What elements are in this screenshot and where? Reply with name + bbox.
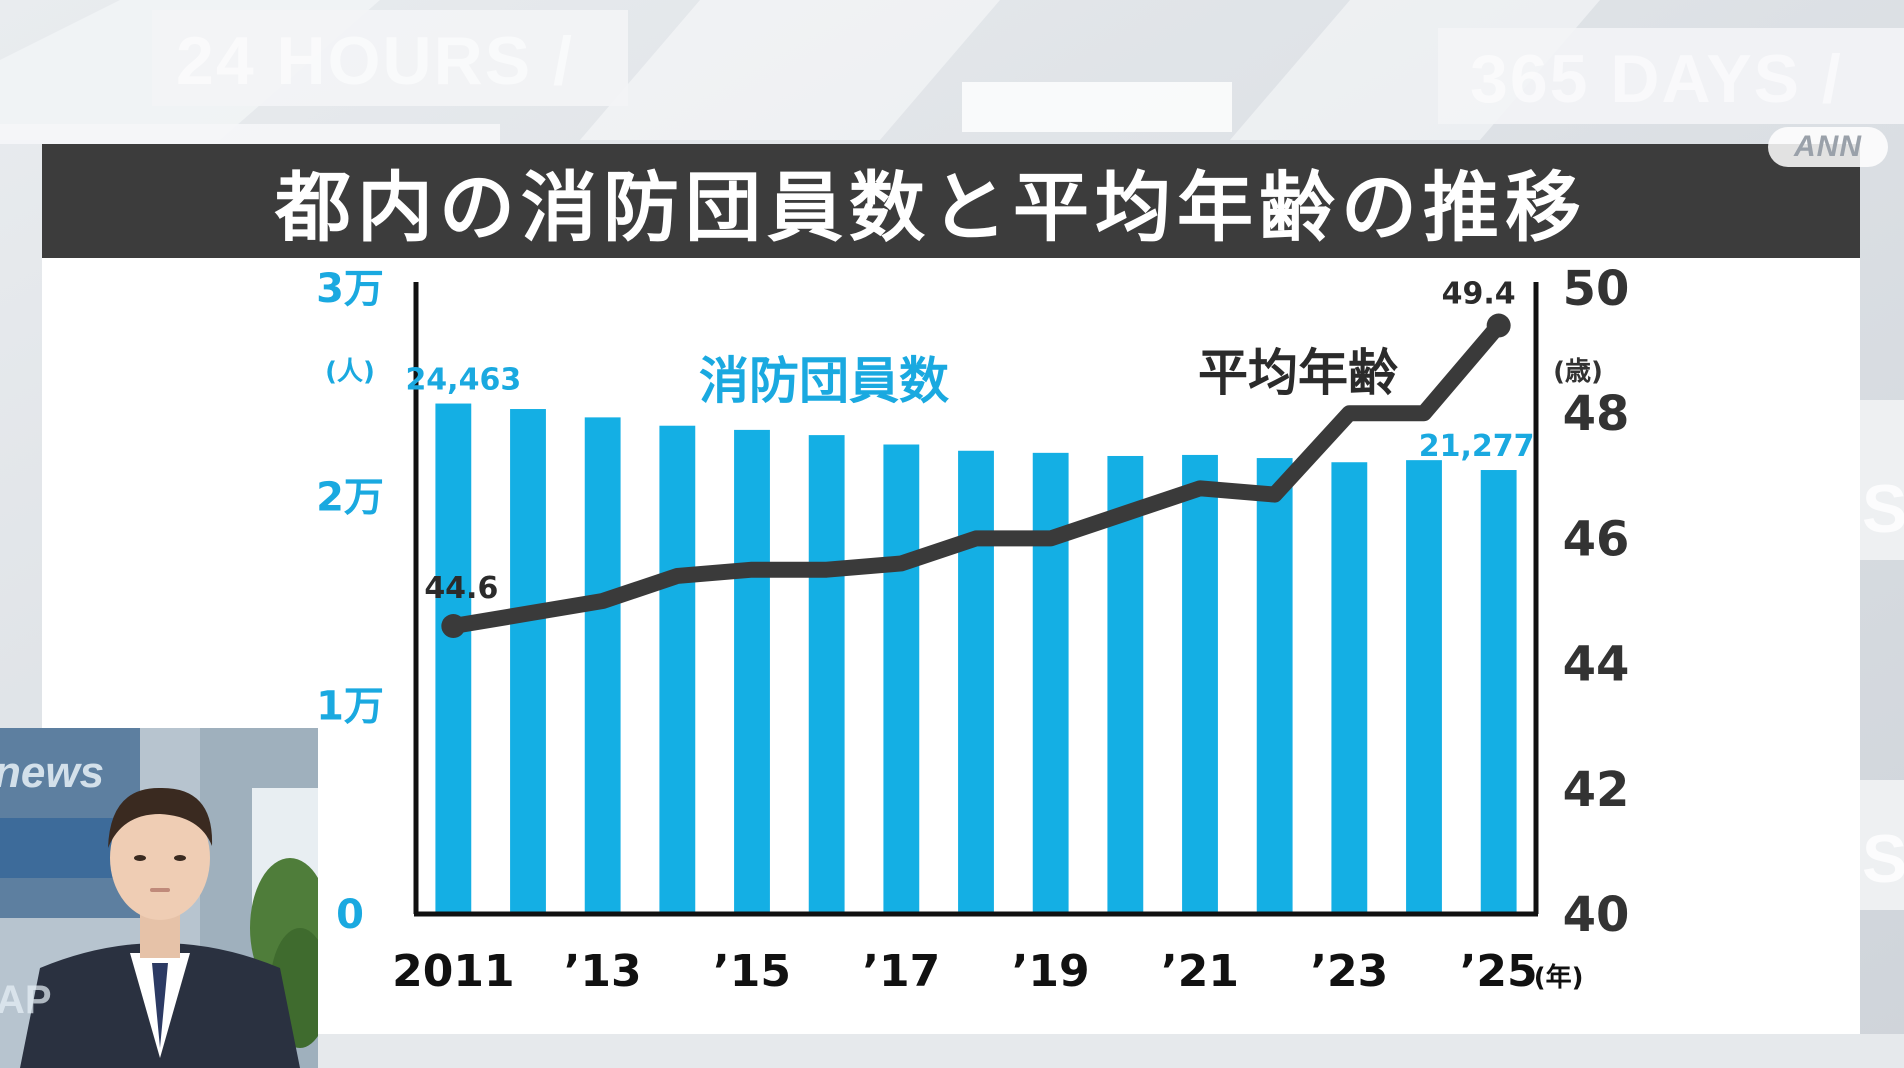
bar-2013 [584,417,621,914]
background-text-365-days: 365 DAYS / [1470,41,1843,117]
bar-2020 [1107,455,1144,914]
title-bar: 都内の消防団員数と平均年齢の推移 [42,144,1860,258]
x-tick-label: ’19 [1012,946,1090,997]
background-text-24-hours: 24 HOURS / [176,23,574,99]
bar-2021 [1182,454,1218,914]
x-tick-label: ’25 [1460,946,1538,997]
left-axis-unit: (人) [325,357,375,387]
right-tick-label: 50 [1563,261,1630,317]
line-label-last: 49.4 [1442,277,1516,312]
bar-2025 [1480,470,1517,914]
right-tick-label: 48 [1563,386,1630,442]
bar-label-first: 24,463 [405,363,521,398]
bar-2014 [659,425,696,914]
bar-2022 [1256,458,1293,914]
bar-2023 [1331,462,1368,914]
x-axis-unit: (年) [1534,962,1584,993]
left-tick-label: 3万 [316,266,384,312]
line-series-average-age [445,317,1507,635]
bar-2012 [510,409,546,914]
bar-2015 [734,429,770,914]
presenter-video: news AP [0,728,318,1068]
bar-2024 [1406,460,1442,914]
ann-logo: ANN [1768,127,1888,167]
bar-2016 [808,435,845,914]
presenter-backdrop-text: news [0,748,105,797]
background-text-side-1: S [1862,471,1904,547]
series-label-average-age: 平均年齢 [1198,344,1398,402]
x-tick-label: ’17 [862,946,940,997]
presenter-backdrop-text-2: AP [0,978,52,1022]
combo-chart: 0 1万 2万 3万 (人) 40 42 44 46 48 50 (歳) 2011 ’13 ’15 ’17 ’1… [316,261,1630,997]
bar-2018 [958,450,994,914]
left-tick-label: 1万 [316,683,384,729]
x-tick-label: ’13 [564,946,642,997]
left-tick-label: 0 [336,892,364,938]
right-tick-label: 40 [1563,887,1630,943]
x-tick-label: ’23 [1310,946,1388,997]
bar-label-last: 21,277 [1419,429,1535,464]
right-tick-label: 42 [1563,762,1630,818]
line-point-first [441,614,466,639]
line-label-first: 44.6 [424,571,498,606]
right-tick-label: 44 [1563,637,1630,693]
x-tick-label: ’15 [713,946,791,997]
series-label-members: 消防団員数 [699,352,949,410]
right-tick-label: 46 [1563,511,1630,567]
line-point-last [1486,313,1511,338]
page-title: 都内の消防団員数と平均年齢の推移 [275,163,1587,252]
bar-2019 [1032,452,1069,914]
left-tick-label: 2万 [316,475,384,521]
right-axis-unit: (歳) [1553,357,1603,387]
bar-2017 [883,444,920,914]
x-tick-label: 2011 [392,946,514,997]
chart-panel: 0 1万 2万 3万 (人) 40 42 44 46 48 50 (歳) 2011 ’13 ’15 ’17 ’1… [42,258,1860,1034]
x-tick-label: ’21 [1161,946,1239,997]
bar-2011 [435,403,472,914]
background-text-side-2: S [1862,821,1904,897]
